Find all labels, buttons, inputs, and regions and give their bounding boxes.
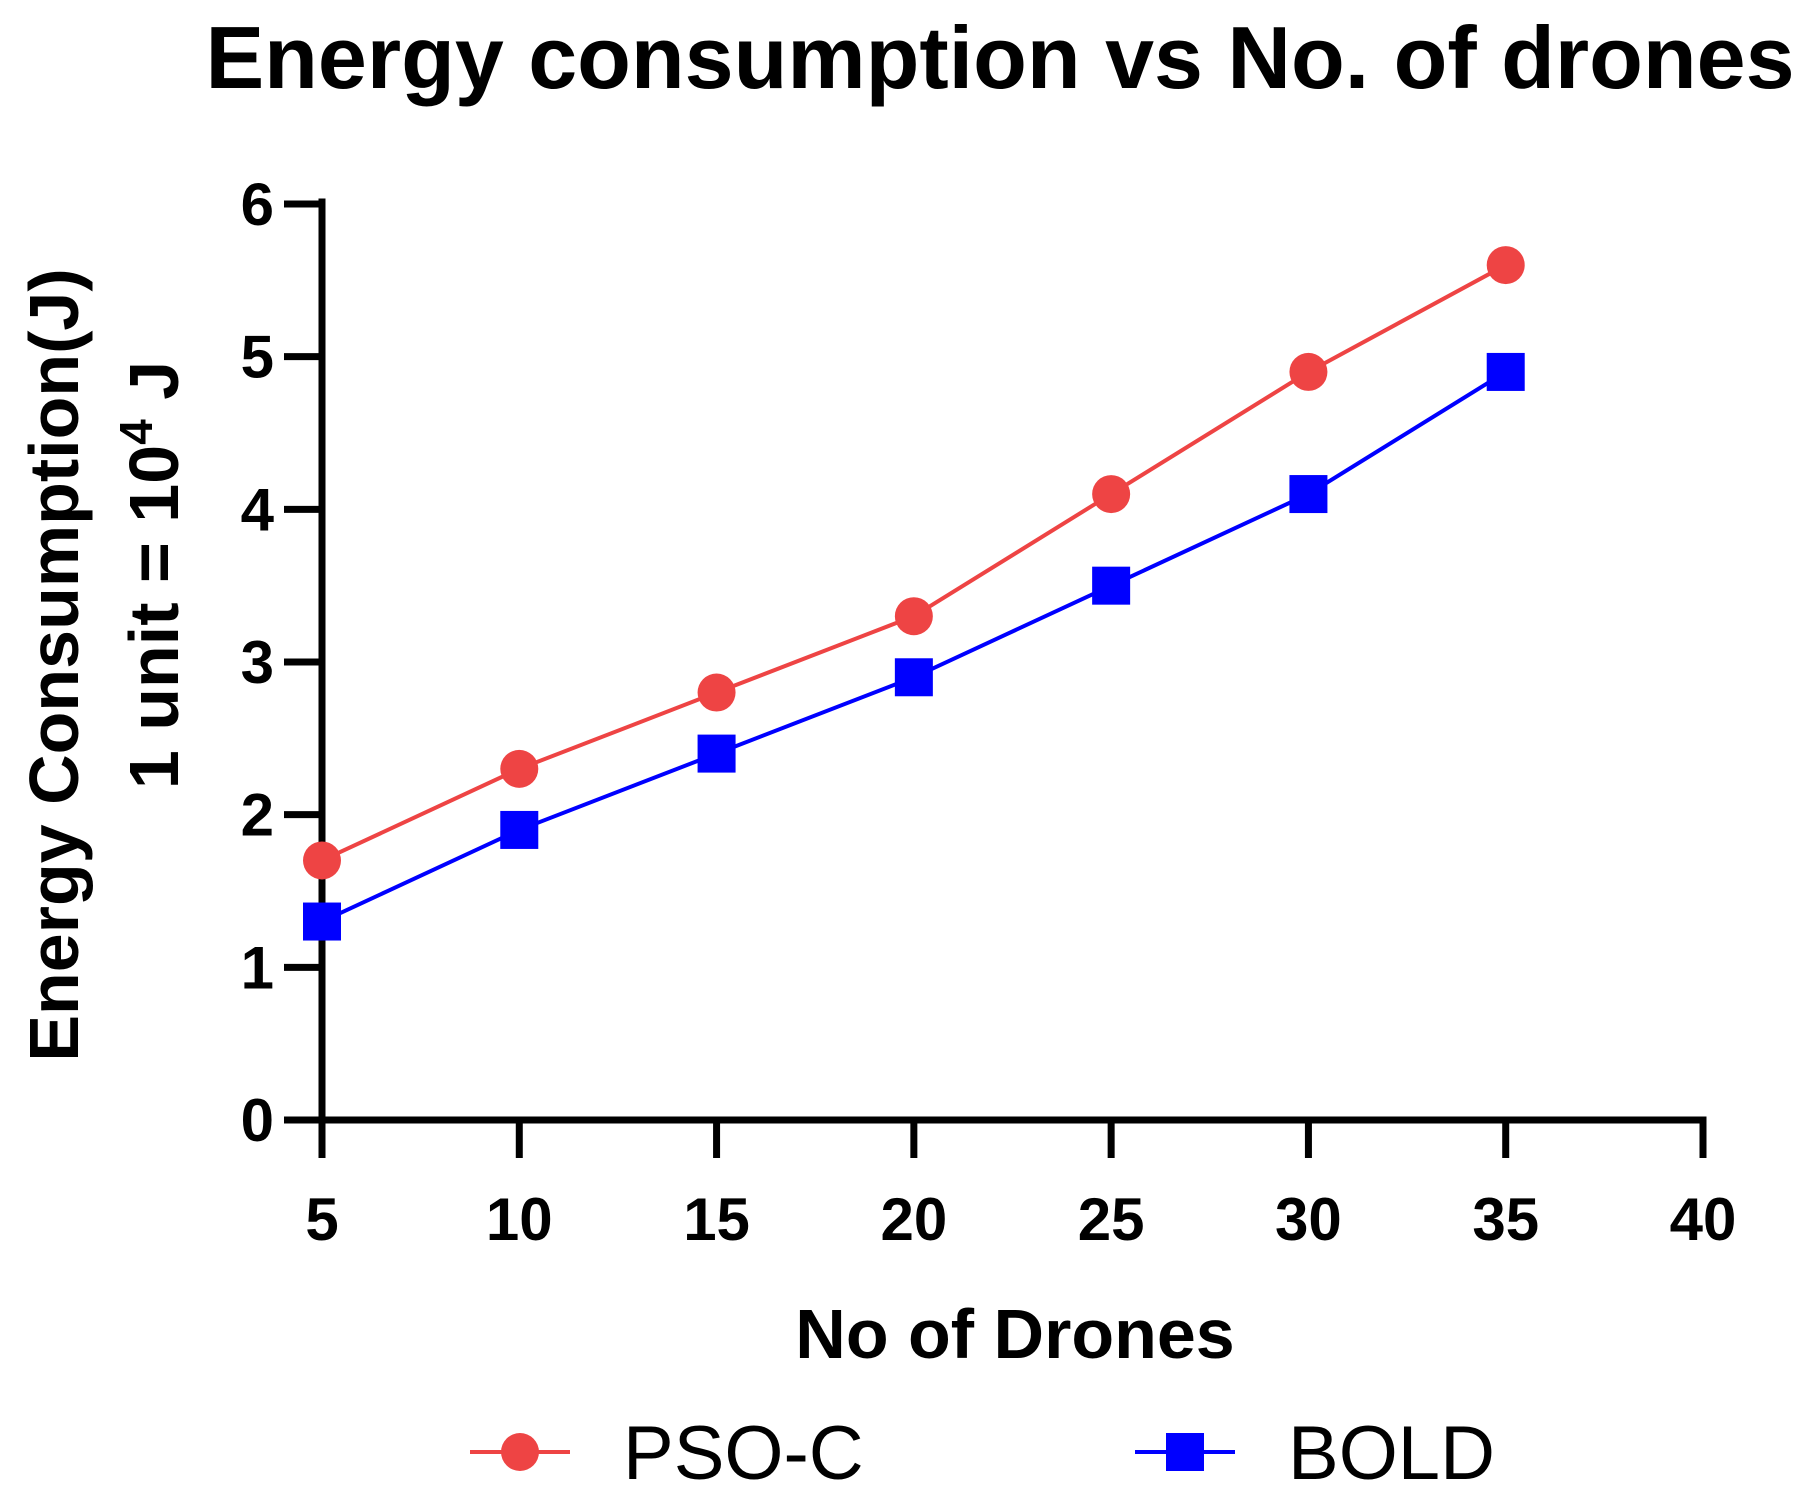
y-ticks: 0 1 2 3 4 5 6 — [241, 171, 322, 1154]
data-point — [1486, 352, 1525, 391]
data-point — [697, 734, 736, 773]
legend-item-pso-c: PSO-C — [470, 1411, 864, 1496]
legend-marker — [1166, 1433, 1204, 1471]
x-tick-label: 40 — [1670, 1186, 1737, 1253]
y-axis-label-unit-prefix: 1 unit = 10 — [115, 445, 193, 789]
legend: PSO-C BOLD — [470, 1411, 1495, 1496]
y-tick-label: 1 — [241, 934, 274, 1001]
y-axis-label-line1: Energy Consumption(J) — [15, 268, 93, 1061]
data-point — [894, 597, 933, 636]
x-tick-label: 5 — [305, 1186, 338, 1253]
y-tick-label: 5 — [241, 324, 274, 391]
legend-label: PSO-C — [623, 1411, 864, 1496]
y-axis-title: Energy Consumption(J) 1 unit = 104 J — [15, 268, 193, 1061]
axes — [318, 198, 1707, 1128]
y-tick-label: 3 — [241, 629, 274, 696]
x-axis-title: No of Drones — [795, 1295, 1234, 1373]
y-tick-label: 0 — [241, 1087, 274, 1154]
y-axis-label-unit-exponent: 4 — [110, 419, 162, 445]
x-tick-label: 25 — [1078, 1186, 1145, 1253]
y-axis-label-unit-suffix: J — [115, 361, 193, 419]
legend-label: BOLD — [1288, 1411, 1495, 1496]
series-layer — [303, 246, 1525, 941]
chart-title: Energy consumption vs No. of drones — [205, 8, 1794, 107]
x-tick-label: 10 — [486, 1186, 553, 1253]
series-line — [321, 263, 1507, 863]
legend-marker — [501, 1433, 539, 1471]
data-point — [1092, 566, 1131, 605]
data-point — [1289, 475, 1328, 514]
x-tick-label: 30 — [1275, 1186, 1342, 1253]
data-point — [894, 658, 933, 697]
legend-item-bold: BOLD — [1135, 1411, 1495, 1496]
y-axis-label-line2: 1 unit = 104 J — [110, 361, 193, 789]
data-point — [1289, 352, 1328, 391]
y-tick-label: 2 — [241, 782, 274, 849]
data-point — [500, 810, 539, 849]
x-tick-label: 15 — [683, 1186, 750, 1253]
data-point — [500, 749, 539, 788]
series-line — [321, 370, 1507, 924]
data-point — [1092, 475, 1131, 514]
x-tick-label: 20 — [880, 1186, 947, 1253]
y-tick-label: 4 — [241, 476, 275, 543]
data-point — [697, 673, 736, 712]
data-point — [303, 841, 341, 880]
x-ticks: 5 10 15 20 25 30 35 40 — [305, 1120, 1736, 1253]
y-tick-label: 6 — [241, 171, 274, 238]
data-point — [1486, 246, 1525, 285]
x-tick-label: 35 — [1472, 1186, 1539, 1253]
data-point — [303, 902, 341, 941]
series-pso-c — [303, 246, 1525, 880]
series-bold — [303, 352, 1525, 941]
